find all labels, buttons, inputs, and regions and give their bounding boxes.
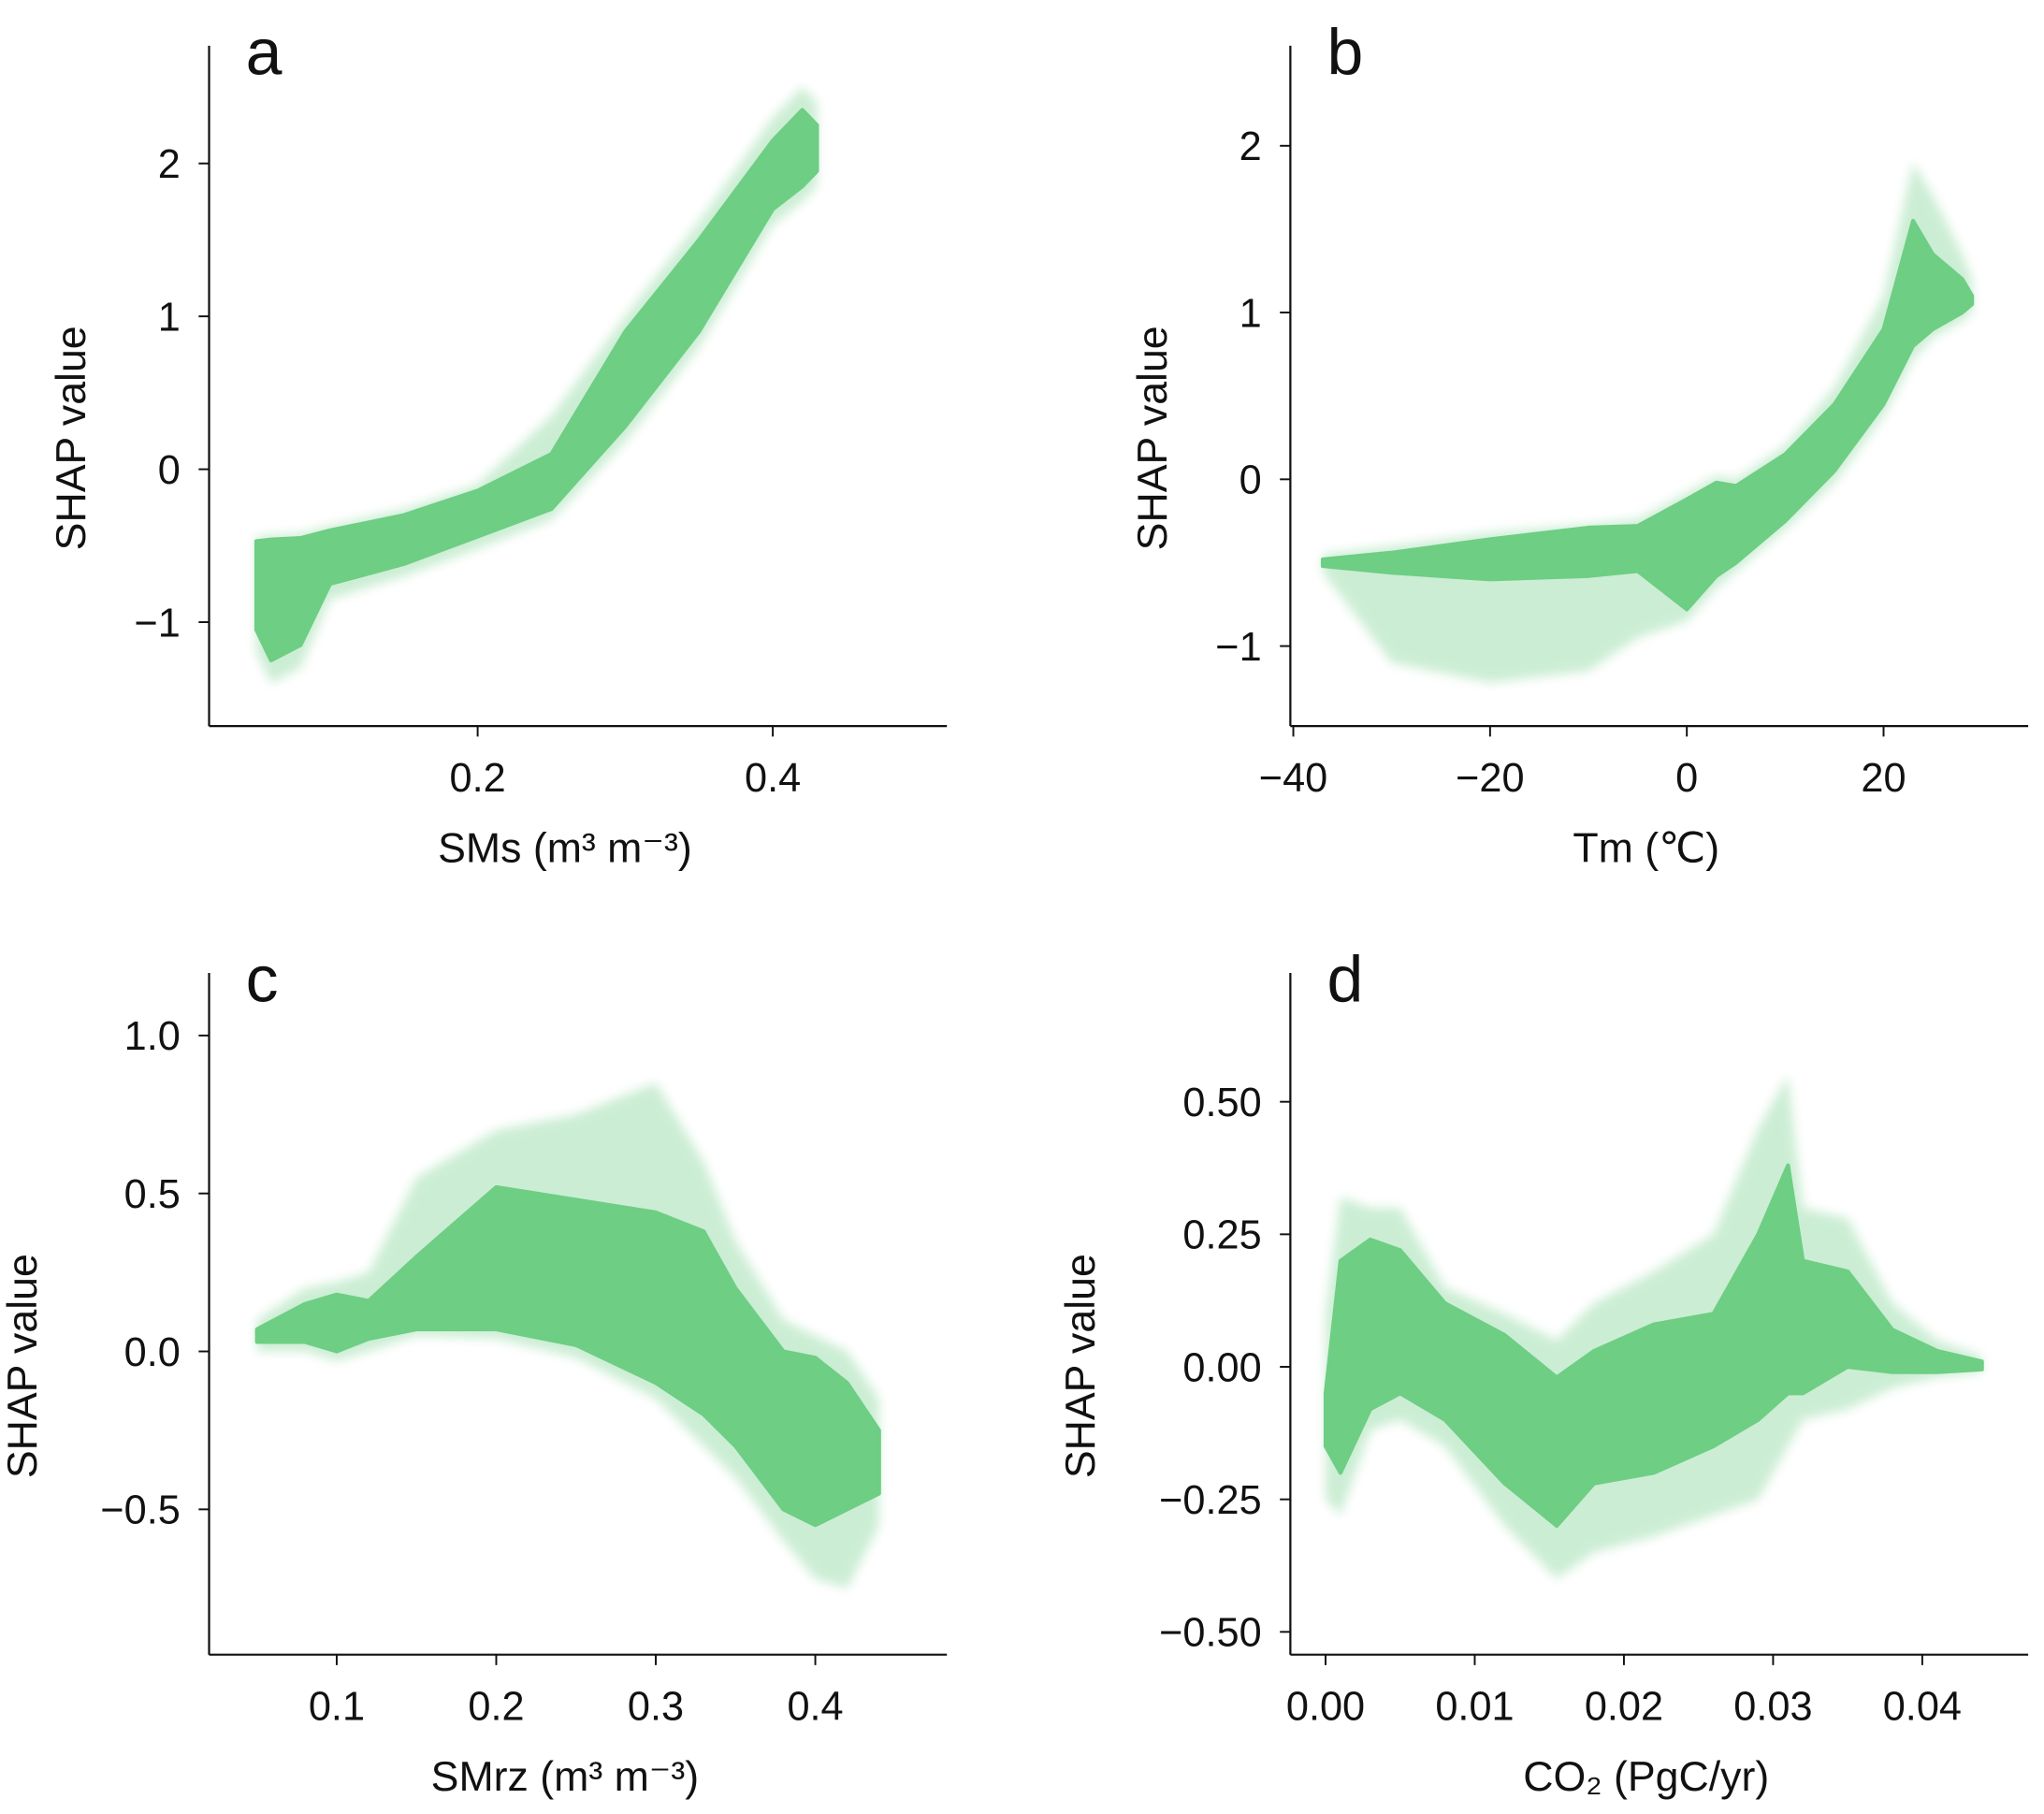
x-tick-label: 0.03: [1733, 1684, 1812, 1729]
scatter-core: [1323, 1163, 1984, 1529]
x-tick-label: 0: [1675, 756, 1698, 801]
y-axis-label: SHAP value: [1130, 326, 1176, 550]
y-tick-label: 2: [158, 142, 181, 187]
y-tick-label: 1.0: [124, 1014, 181, 1059]
panel-c: 0.1 0.2 0.3 0.4 −0.5 0.0 0.5 1.0 SMrz (m³ m⁻³) SH…: [0, 943, 948, 1800]
y-axis-label: SHAP value: [1058, 1254, 1104, 1478]
panel-d: 0.00 0.01 0.02 0.03 0.04 −0.50 −0.25 0.00 0.25 0.…: [1058, 943, 2029, 1800]
x-tick-label: −40: [1259, 756, 1327, 801]
y-axis-label: SHAP value: [49, 326, 94, 550]
panel-b: −40 −20 0 20 −1 0 1 2 Tm (℃) SHAP value b: [1130, 16, 2029, 871]
x-tick-label: 0.4: [787, 1684, 843, 1729]
x-tick-label: 0.3: [628, 1684, 684, 1729]
y-tick-label: −1: [134, 601, 180, 646]
panel-letter: b: [1326, 16, 1363, 89]
x-tick-label: 0.01: [1435, 1684, 1514, 1729]
x-axis-label: CO₂ (PgC/yr): [1523, 1754, 1769, 1800]
panel-a: 0.2 0.4 −1 0 1 2 SMs (m³ m⁻³) SHAP value a: [49, 16, 948, 871]
x-tick-label: 0.1: [309, 1684, 365, 1729]
y-tick-label: −1: [1215, 625, 1261, 670]
y-tick-label: −0.25: [1159, 1478, 1261, 1523]
scatter-core: [254, 108, 819, 662]
y-tick-label: 1: [158, 295, 181, 340]
y-tick-label: 0: [1239, 458, 1262, 503]
scatter-halo: [255, 86, 818, 684]
y-tick-label: 0.00: [1182, 1345, 1261, 1390]
x-tick-label: 0.00: [1286, 1684, 1365, 1729]
y-tick-label: 1: [1239, 291, 1262, 336]
x-tick-label: 0.4: [745, 756, 801, 801]
y-tick-label: 0.50: [1182, 1081, 1261, 1125]
x-tick-label: 0.2: [450, 756, 506, 801]
y-tick-label: 2: [1239, 124, 1262, 169]
y-axis-label: SHAP value: [0, 1254, 46, 1478]
x-tick-label: −20: [1456, 756, 1524, 801]
y-tick-label: 0.5: [124, 1172, 181, 1217]
y-tick-label: −0.5: [100, 1488, 180, 1533]
x-tick-label: 20: [1861, 756, 1906, 801]
scatter-halo: [1323, 162, 1973, 683]
x-axis-label: SMrz (m³ m⁻³): [431, 1754, 699, 1800]
panel-letter: d: [1326, 943, 1363, 1016]
scatter-core: [254, 1184, 881, 1528]
scatter-core: [1320, 218, 1975, 612]
y-tick-label: −0.50: [1159, 1611, 1261, 1656]
y-tick-label: 0.0: [124, 1330, 181, 1375]
x-axis-label: Tm (℃): [1573, 825, 1719, 871]
x-tick-label: 0.2: [468, 1684, 524, 1729]
x-tick-label: 0.04: [1883, 1684, 1962, 1729]
panel-letter: a: [246, 16, 283, 89]
y-tick-label: 0.25: [1182, 1213, 1261, 1258]
panel-letter: c: [246, 943, 279, 1016]
y-tick-label: 0: [158, 448, 181, 493]
x-axis-label: SMs (m³ m⁻³): [438, 825, 692, 871]
x-tick-label: 0.02: [1585, 1684, 1663, 1729]
